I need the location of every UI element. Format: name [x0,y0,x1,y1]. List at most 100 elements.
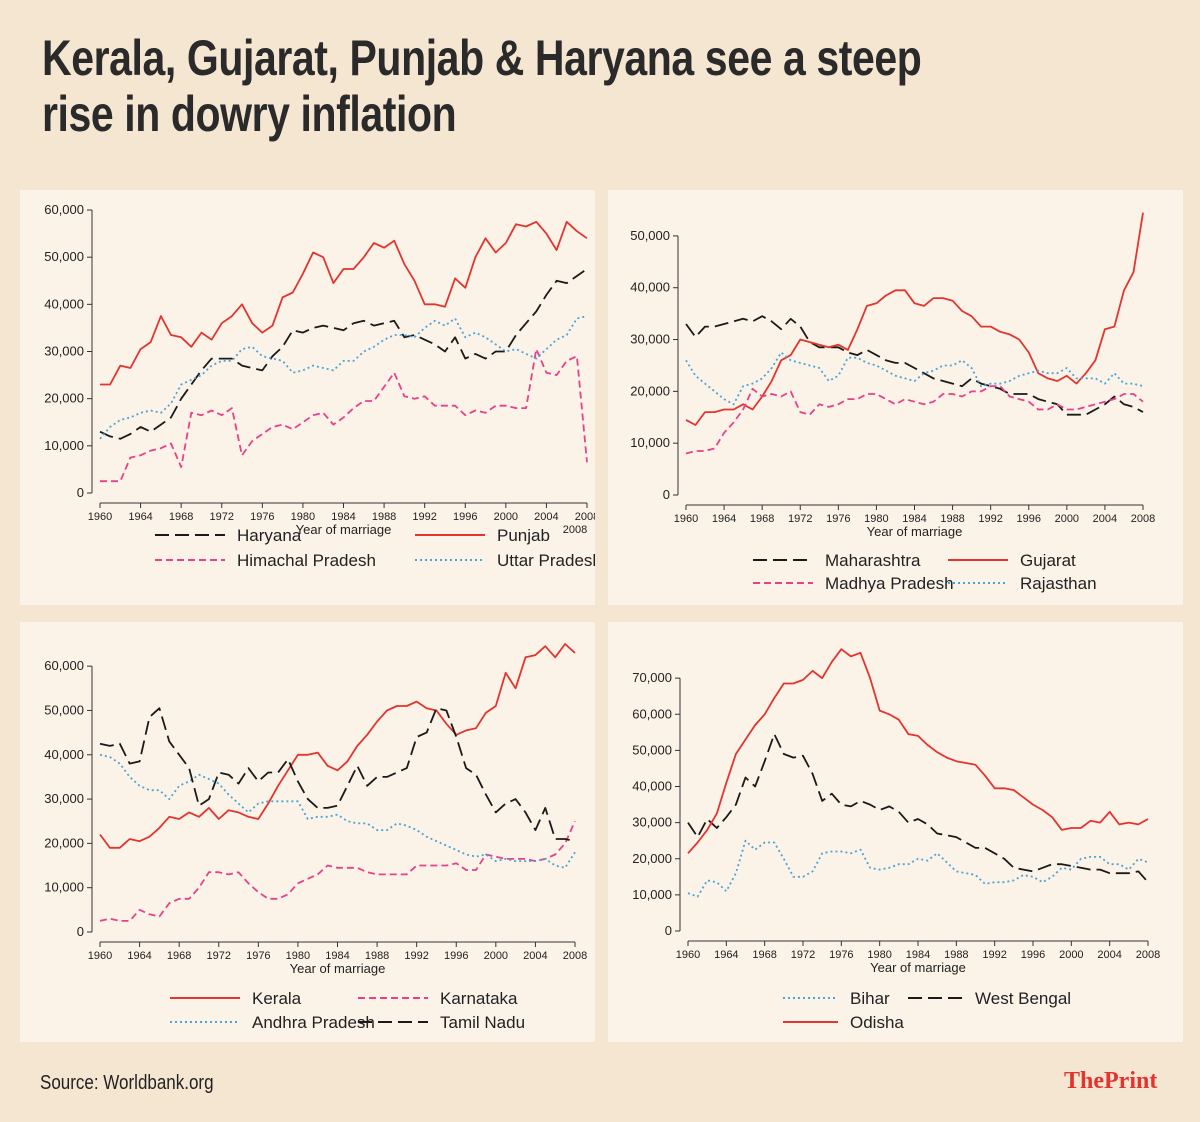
x-tick-label: 1984 [902,513,926,525]
y-tick-label: 0 [77,485,84,500]
x-tick-label: 1976 [826,513,850,525]
series-line-gujarat [685,212,1144,426]
y-tick-label: 50,000 [44,249,84,264]
x-tick-label: 1968 [752,949,776,961]
y-tick-label: 50,000 [632,742,672,757]
series-line-karnataka [99,820,576,922]
chart-panel-south: 0 10,000 20,000 30,000 40,000 50,000 60,000 196… [20,622,595,1042]
y-tick-label: 0 [663,487,670,502]
x-tick-label: 1984 [906,949,930,961]
x-tick-label: 1968 [750,513,774,525]
x-tick-label: 1964 [128,511,152,523]
legend-label: Bihar [850,989,890,1008]
y-tick-label: 20,000 [44,835,84,850]
legend-label: Haryana [237,526,302,545]
legend-label: Tamil Nadu [440,1013,525,1032]
y-tick-label: 30,000 [630,332,670,347]
x-tick-label-extra: 2008 [563,524,587,536]
legend-label: Rajasthan [1020,574,1097,593]
y-tick-label: 40,000 [44,296,84,311]
y-tick-label: 60,000 [44,202,84,217]
x-tick-label: 1972 [207,950,231,962]
legend-label: Karnataka [440,989,518,1008]
y-tick-label: 10,000 [632,887,672,902]
x-tick-label: 1988 [372,511,396,523]
x-tick-label: 1984 [331,511,355,523]
series-line-tamil-nadu [99,707,576,843]
chart-panel-north: 0 10,000 20,000 30,000 40,000 50,000 60,000 196… [20,190,595,605]
x-tick-label: 1992 [982,949,1006,961]
x-tick-label: 1960 [88,950,112,962]
series-line-bihar [687,839,1149,898]
series-line-haryana [99,268,588,440]
y-tick-label: 10,000 [44,438,84,453]
legend-label: Madhya Pradesh [825,574,954,593]
x-tick-label: 1980 [864,513,888,525]
legend-label: Punjab [497,526,550,545]
legend-label: Kerala [252,989,302,1008]
y-tick-label: 0 [665,923,672,938]
y-tick-label: 60,000 [632,706,672,721]
x-tick-label: 1964 [714,949,738,961]
y-tick-label: 70,000 [632,670,672,685]
x-tick-label: 1960 [676,949,700,961]
x-tick-label: 2004 [534,511,558,523]
x-tick-label: 2000 [484,950,508,962]
x-axis-title: Year of marriage [296,522,392,537]
x-tick-label: 1984 [325,950,349,962]
y-tick-label: 40,000 [632,779,672,794]
y-tick-label: 20,000 [630,383,670,398]
chart-svg: 0 10,000 20,000 30,000 40,000 50,000 60,000 70,… [632,648,1160,1032]
x-tick-label: 1996 [1021,949,1045,961]
series-line-uttar-pradesh [99,315,588,440]
x-tick-label: 2000 [1059,949,1083,961]
x-tick-label: 1960 [88,511,112,523]
x-tick-label: 1996 [1017,513,1041,525]
chart-svg: 0 10,000 20,000 30,000 40,000 50,000 1960 1964 1… [630,212,1155,593]
legend-label: West Bengal [975,989,1071,1008]
series-line-odisha [687,648,1149,854]
x-tick-label: 1972 [210,511,234,523]
y-tick-label: 50,000 [630,228,670,243]
series-line-andhra-pradesh [99,753,576,869]
y-tick-label: 0 [77,924,84,939]
x-tick-label: 1968 [169,511,193,523]
brand-logo: ThePrint [1064,1068,1158,1094]
x-axis-title: Year of marriage [870,960,966,975]
x-tick-label: 1976 [829,949,853,961]
x-tick-label: 1996 [444,950,468,962]
series-line-west-bengal [687,733,1149,883]
page-title: Kerala, Gujarat, Punjab & Haryana see a … [42,30,922,142]
x-tick-label: 2004 [1093,513,1117,525]
x-tick-label: 2004 [1097,949,1121,961]
chart-panel-east: 0 10,000 20,000 30,000 40,000 50,000 60,000 70,… [608,622,1183,1042]
series-line-madhya-pradesh [685,385,1144,455]
series-line-rajasthan [685,351,1144,406]
chart-panel-west-central: 0 10,000 20,000 30,000 40,000 50,000 1960 1964 1… [608,190,1183,605]
y-tick-label: 20,000 [632,851,672,866]
x-tick-label: 2000 [494,511,518,523]
legend-label: Gujarat [1020,551,1076,570]
y-tick-label: 30,000 [44,344,84,359]
series-line-maharashtra [685,315,1144,416]
x-tick-label: 2004 [523,950,547,962]
x-tick-label: 1980 [291,511,315,523]
legend-label: Maharashtra [825,551,921,570]
legend-label: Himachal Pradesh [237,551,376,570]
x-tick-label: 2008 [575,511,595,523]
series-line-kerala [99,643,576,849]
x-tick-label: 2008 [1136,949,1160,961]
x-tick-label: 1972 [791,949,815,961]
x-tick-label: 1988 [940,513,964,525]
x-tick-label: 1976 [250,511,274,523]
y-tick-label: 60,000 [44,658,84,673]
y-tick-label: 30,000 [44,791,84,806]
y-tick-label: 50,000 [44,702,84,717]
x-tick-label: 1996 [453,511,477,523]
x-tick-label: 1960 [674,513,698,525]
x-tick-label: 1964 [712,513,736,525]
legend-label: Odisha [850,1013,904,1032]
x-axis-title: Year of marriage [867,524,963,539]
x-tick-label: 1988 [365,950,389,962]
x-tick-label: 2008 [1131,513,1155,525]
